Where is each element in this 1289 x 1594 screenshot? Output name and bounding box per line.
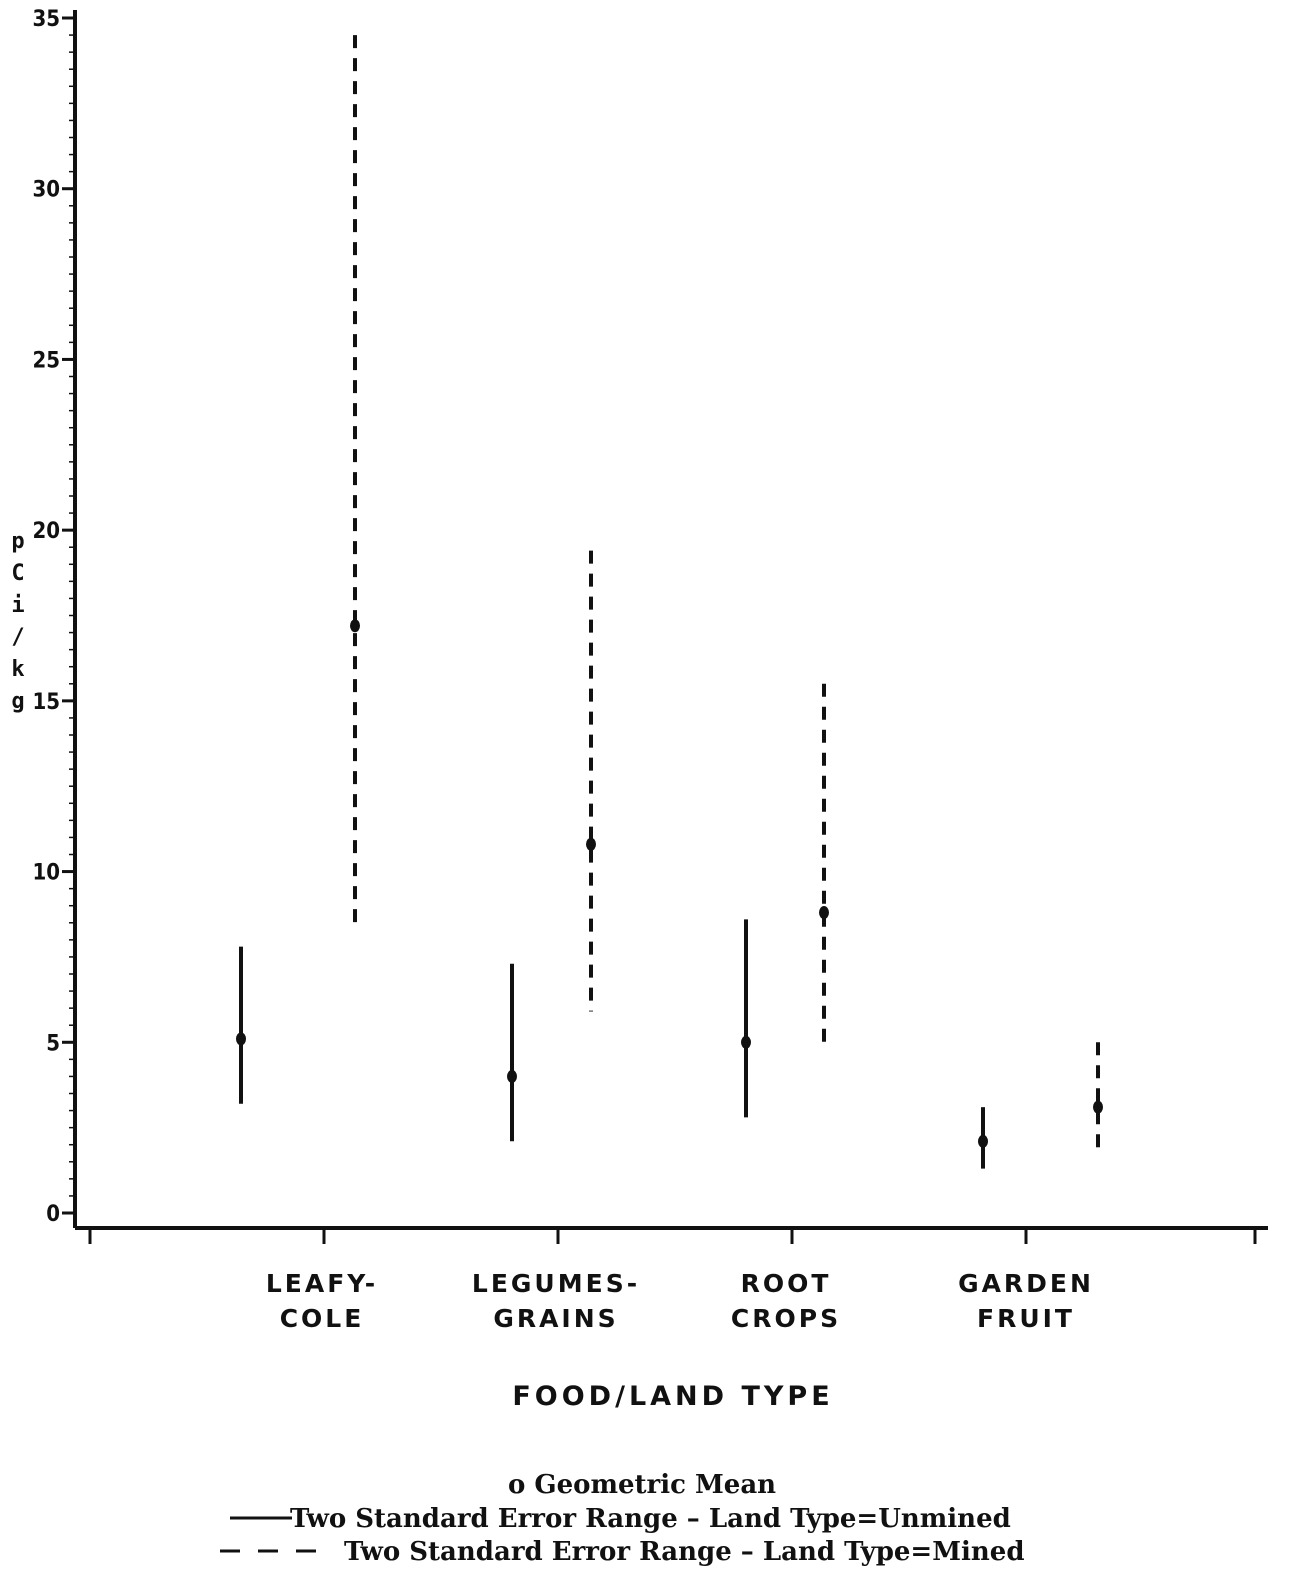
y-label-char: / (11, 625, 24, 650)
geometric-mean-marker (978, 1134, 988, 1148)
y-tick-label: 30 (32, 178, 60, 203)
geometric-mean-marker (586, 837, 596, 851)
y-label-char: i (11, 593, 24, 618)
category-label: COLE (280, 1304, 365, 1333)
y-label-char: k (11, 657, 24, 682)
axes: 0 5 10 15 20 25 30 35 (32, 7, 1268, 1244)
y-label-char: C (11, 561, 24, 586)
geometric-mean-marker (236, 1032, 246, 1046)
y-tick-label: 15 (32, 690, 60, 715)
y-tick-label: 0 (46, 1202, 60, 1227)
y-tick-label: 10 (32, 861, 60, 886)
category-label: LEGUMES- (472, 1269, 640, 1298)
y-label-char: p (11, 529, 24, 554)
y-label-char: g (11, 689, 24, 714)
category-label: ROOT (741, 1269, 832, 1298)
y-tick-label: 35 (32, 7, 60, 32)
category-label: FRUIT (977, 1304, 1075, 1333)
category-label: GARDEN (958, 1269, 1094, 1298)
x-axis-label: FOOD/LAND TYPE (512, 1381, 833, 1412)
geometric-mean-marker (507, 1069, 517, 1083)
category-labels: LEAFY- COLE LEGUMES- GRAINS ROOT CROPS GARDEN F… (266, 1269, 1094, 1333)
error-bars (236, 35, 1103, 1169)
category-label: CROPS (731, 1304, 841, 1333)
y-tick-label: 5 (46, 1031, 60, 1056)
y-axis-label: pCi / kg (11, 529, 24, 714)
legend: o Geometric Mean Two Standard Error Rang… (220, 1470, 1025, 1567)
geometric-mean-marker (741, 1035, 751, 1049)
category-label: LEAFY- (266, 1269, 378, 1298)
geometric-mean-marker (819, 906, 829, 920)
geometric-mean-marker (350, 619, 360, 633)
legend-mean-entry: o Geometric Mean (508, 1470, 776, 1500)
y-major-ticks: 0 5 10 15 20 25 30 35 (32, 7, 75, 1227)
y-tick-label: 20 (32, 519, 60, 544)
geometric-mean-marker (1093, 1100, 1103, 1114)
y-tick-label: 25 (32, 348, 60, 373)
legend-unmined-entry: Two Standard Error Range – Land Type=Unm… (290, 1504, 1011, 1534)
x-ticks (88, 1228, 1257, 1244)
legend-mined-entry: Two Standard Error Range – Land Type=Min… (344, 1537, 1025, 1567)
category-label: GRAINS (493, 1304, 618, 1333)
